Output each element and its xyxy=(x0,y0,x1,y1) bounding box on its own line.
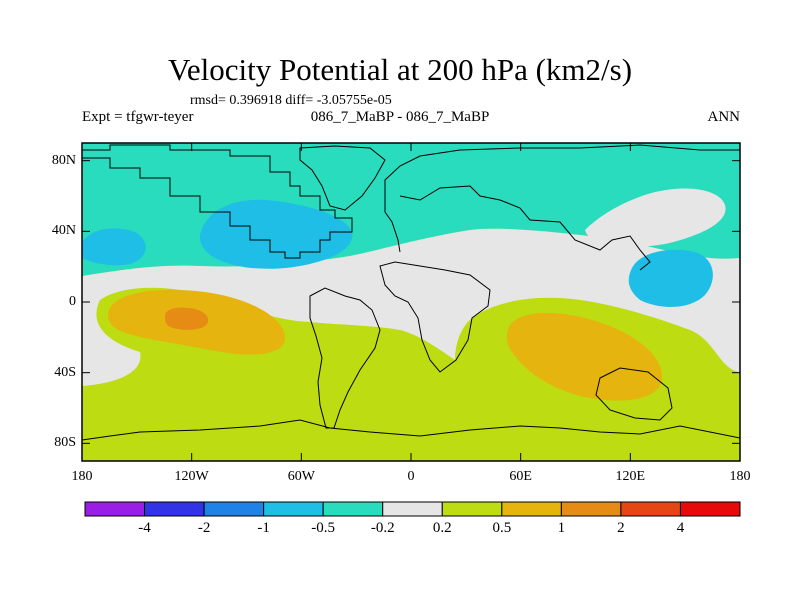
lat-label: 0 xyxy=(69,294,76,309)
season-label: ANN xyxy=(707,109,741,125)
lon-label: 60E xyxy=(509,469,532,484)
experiment-label: Expt = tfgwr-teyer xyxy=(82,109,194,125)
coastline-antarctica xyxy=(82,419,740,441)
contour-atlantic-low xyxy=(82,228,146,266)
colorbar-label: 4 xyxy=(676,520,685,536)
colorbar-swatch xyxy=(560,501,622,517)
lat-ticks xyxy=(82,160,740,444)
colorbar-swatch xyxy=(501,501,562,517)
lat-label: 80S xyxy=(54,435,76,451)
colorbar-label: 0.5 xyxy=(492,520,512,536)
map-title: Velocity Potential at 200 hPa (km2/s) xyxy=(167,52,633,87)
coastline-south-america xyxy=(309,287,381,429)
colorbar-swatch xyxy=(441,501,503,517)
colorbar-swatch xyxy=(620,501,681,517)
colorbar-label: -0.2 xyxy=(370,520,395,536)
coastlines xyxy=(82,144,740,441)
colorbar-swatch xyxy=(263,501,324,517)
coastline-greenland xyxy=(299,145,386,211)
contour-epac-core xyxy=(165,307,209,330)
contour-neutral-patch-north xyxy=(585,188,726,248)
colorbar-label: -1 xyxy=(257,520,270,536)
lon-ticks xyxy=(81,143,741,461)
colorbar-swatch xyxy=(322,501,384,517)
colorbar-label: 2 xyxy=(617,520,625,536)
colorbar-label: 0.2 xyxy=(432,520,452,536)
lon-label: 180 xyxy=(729,469,751,484)
colorbar xyxy=(84,501,741,517)
contour-field xyxy=(82,143,740,461)
lat-label: 40S xyxy=(54,364,76,380)
colorbar-label: -0.5 xyxy=(311,520,336,536)
lon-label: 180 xyxy=(71,469,93,484)
colorbar-swatch xyxy=(203,501,265,517)
lon-label: 120W xyxy=(174,469,209,484)
lon-label: 0 xyxy=(407,469,415,484)
colorbar-swatch xyxy=(382,501,443,517)
lat-label: 80N xyxy=(51,152,76,168)
stats-line: rmsd= 0.396918 diff= -3.05755e-05 xyxy=(190,93,392,108)
colorbar-swatch xyxy=(679,501,741,517)
colorbar-label: -2 xyxy=(197,520,211,536)
coastline-africa xyxy=(379,261,491,373)
experiment-diff: 086_7_MaBP - 086_7_MaBP xyxy=(310,109,490,125)
coastline-australia xyxy=(595,367,673,421)
colorbar-label: 1 xyxy=(557,520,566,536)
lat-label: 40N xyxy=(51,223,76,239)
coastline-north-america xyxy=(82,144,353,259)
lon-label: 120E xyxy=(615,469,646,484)
contour-westpac-low xyxy=(628,249,713,307)
contour-indian-high xyxy=(506,312,663,401)
colorbar-swatch xyxy=(84,501,146,517)
colorbar-swatch xyxy=(144,501,205,517)
lon-label: 60W xyxy=(287,469,315,484)
colorbar-label: -4 xyxy=(138,520,151,536)
coastline-eurasia xyxy=(384,144,740,271)
